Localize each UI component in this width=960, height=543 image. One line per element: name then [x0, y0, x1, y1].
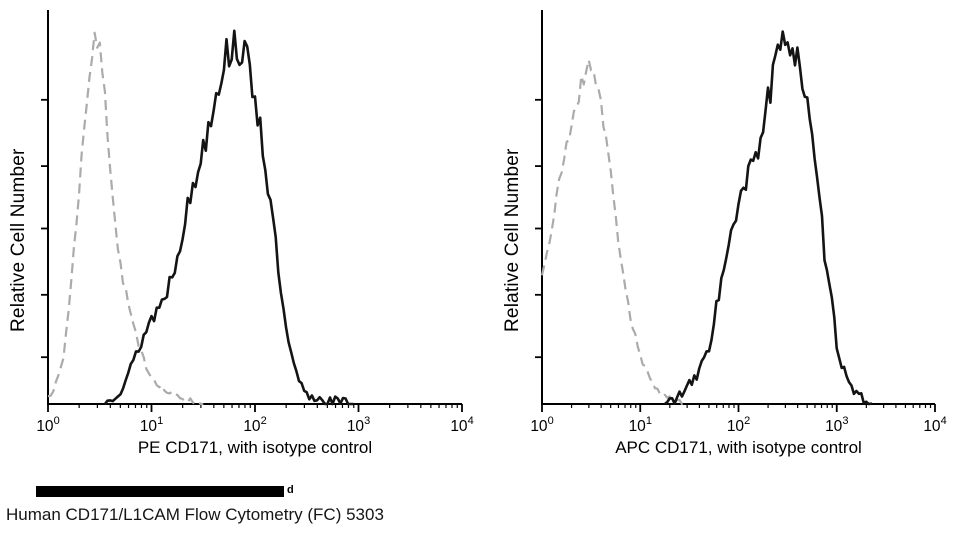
apc-histogram-plot: 100 101 102 103 104	[530, 10, 947, 435]
isotype-control-curve	[47, 31, 205, 406]
pe-histogram-plot: 100 101 102 103 104	[36, 10, 474, 435]
x-tick-label: 100	[530, 415, 553, 435]
panel-pe-histogram: Relative Cell Number 100 101 102 103 104 PE …	[0, 0, 485, 470]
figure-caption: Human CD171/L1CAM Flow Cytometry (FC) 53…	[6, 505, 384, 524]
x-tick-label: 102	[243, 415, 266, 435]
x-axis-label-pe: PE CD171, with isotype control	[137, 438, 373, 457]
isotype-control-curve	[540, 58, 685, 406]
axes	[47, 10, 462, 405]
x-tick-label: 101	[140, 415, 163, 435]
x-tick-label: 104	[923, 415, 946, 435]
pe-cd171-curve	[103, 29, 354, 406]
apc-cd171-curve	[663, 30, 873, 406]
x-tick-label: 100	[36, 415, 59, 435]
x-tick-label: 104	[450, 415, 473, 435]
redacted-text-bar	[36, 486, 284, 497]
redaction-trailing-text: d	[287, 484, 294, 496]
panel-apc-histogram: Relative Cell Number 100 101 102 103 104 APC…	[485, 0, 960, 470]
x-tick-label: 103	[825, 415, 848, 435]
x-axis-label-apc: APC CD171, with isotype control	[615, 438, 862, 457]
x-tick-label: 102	[727, 415, 750, 435]
x-tick-label: 101	[629, 415, 652, 435]
x-tick-label: 103	[347, 415, 370, 435]
